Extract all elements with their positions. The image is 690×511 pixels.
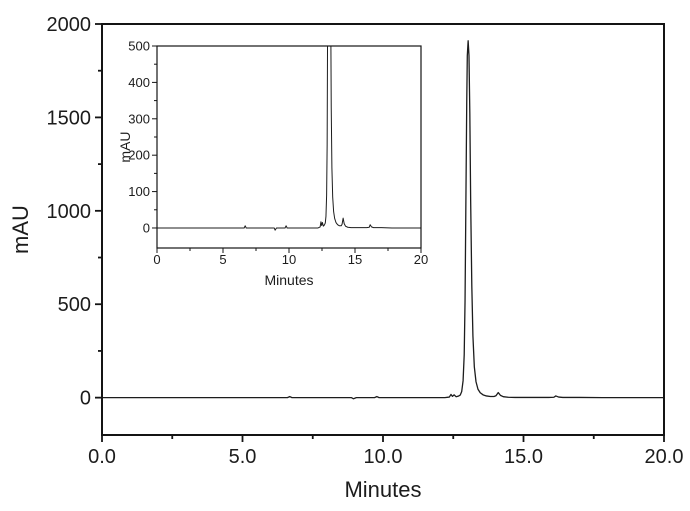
- inset-x-tick-label: 20: [414, 252, 428, 267]
- inset-x-tick-label: 0: [153, 252, 160, 267]
- main-y-tick-label: 500: [58, 294, 91, 316]
- main-chromatogram-trace: [102, 40, 664, 400]
- main-x-tick-label: 10.0: [364, 446, 403, 468]
- main-x-tick-label: 15.0: [504, 446, 543, 468]
- main-x-tick-label: 0.0: [88, 446, 116, 468]
- main-y-tick-label: 1000: [47, 201, 92, 223]
- main-plot-frame: [101, 23, 665, 436]
- main-x-tick-label: 5.0: [229, 446, 257, 468]
- inset-x-axis-title: Minutes: [264, 272, 313, 288]
- inset-y-tick-label: 0: [143, 221, 150, 236]
- inset-x-tick-label: 10: [282, 252, 296, 267]
- inset-y-tick-label: 100: [128, 184, 150, 199]
- inset-y-axis-title: mAU: [117, 131, 133, 162]
- inset-x-tick-label: 5: [219, 252, 226, 267]
- inset-y-tick-label: 400: [128, 75, 150, 90]
- inset-y-tick-label: 200: [128, 148, 150, 163]
- main-x-tick-label: 20.0: [645, 446, 684, 468]
- inset-x-tick-label: 15: [348, 252, 362, 267]
- main-y-tick-label: 1500: [47, 107, 92, 129]
- main-y-tick-label: 0: [80, 388, 91, 410]
- inset-chromatogram-trace: [157, 46, 421, 231]
- inset-y-tick-label: 500: [128, 39, 150, 54]
- main-y-tick-label: 2000: [47, 14, 92, 36]
- inset-plot-frame: [156, 45, 422, 249]
- main-y-axis-title: mAU: [8, 205, 33, 254]
- main-plot: 0.0 5.0 10.0 15.0 20.00500100015002000Minute…: [8, 14, 683, 502]
- main-x-axis-title: Minutes: [344, 477, 421, 502]
- inset-y-tick-label: 300: [128, 111, 150, 126]
